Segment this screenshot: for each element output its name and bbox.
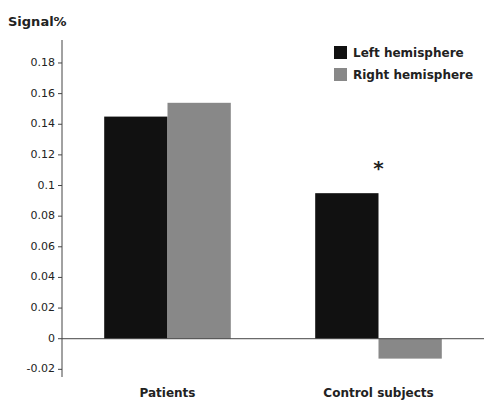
legend-swatch	[334, 46, 347, 59]
bar	[104, 117, 167, 339]
y-tick	[58, 369, 62, 370]
y-tick	[58, 246, 62, 247]
annotation: *	[373, 156, 384, 180]
legend-label: Left hemisphere	[353, 46, 464, 60]
y-tick	[58, 277, 62, 278]
y-tick	[58, 154, 62, 155]
y-tick	[58, 62, 62, 63]
y-tick-label: 0.16	[31, 87, 56, 100]
chart-container: -0.02 0 0.02 0.04 0.06 0.08 0.1 0.12 0.14 0.16 0.1…	[0, 0, 500, 413]
y-tick-label: 0.08	[31, 209, 56, 222]
bar	[379, 339, 442, 359]
y-tick	[58, 124, 62, 125]
y-tick	[58, 93, 62, 94]
y-tick-label: 0.12	[31, 148, 56, 161]
y-tick	[58, 216, 62, 217]
bars	[104, 103, 442, 359]
x-tick-label: Patients	[140, 386, 196, 400]
chart: -0.02 0 0.02 0.04 0.06 0.08 0.1 0.12 0.14 0.16 0.1…	[0, 0, 500, 413]
y-tick	[58, 308, 62, 309]
y-axis-label: Signal%	[8, 14, 67, 29]
bar	[315, 193, 378, 339]
y-axis-line	[62, 40, 63, 377]
zero-line	[62, 338, 484, 339]
y-tick-label: 0.02	[31, 301, 56, 314]
y-tick	[58, 338, 62, 339]
y-tick-label: -0.02	[27, 362, 55, 375]
y-tick-label: 0.1	[38, 179, 56, 192]
legend-swatch	[334, 68, 347, 81]
y-tick-label: 0.18	[31, 56, 56, 69]
y-tick	[58, 185, 62, 186]
bar	[168, 103, 231, 339]
y-tick-label: 0.14	[31, 117, 56, 130]
y-tick-label: 0	[48, 332, 55, 345]
y-tick-label: 0.04	[31, 270, 56, 283]
legend-label: Right hemisphere	[353, 68, 473, 82]
y-tick-label: 0.06	[31, 240, 56, 253]
x-tick-label: Control subjects	[323, 386, 433, 400]
legend: Left hemisphere Right hemisphere	[334, 46, 473, 82]
